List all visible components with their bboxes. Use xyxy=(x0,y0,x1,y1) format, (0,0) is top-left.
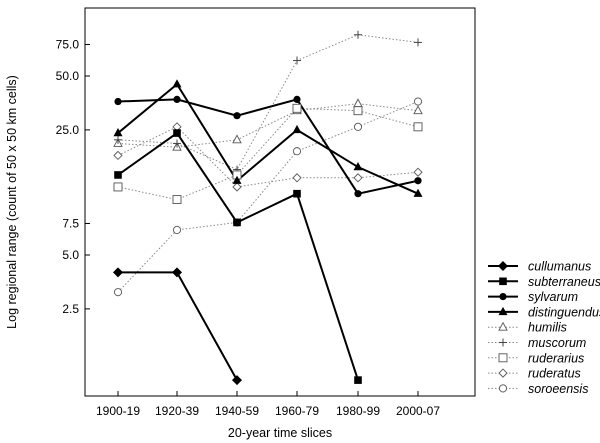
data-point-cullumanus xyxy=(171,267,183,278)
series-line-soroeensis xyxy=(117,101,419,293)
series-line-ruderarius xyxy=(117,107,419,201)
data-point-distinguendus xyxy=(232,175,242,184)
data-point-ruderatus xyxy=(292,173,302,183)
legend-marker-ruderatus xyxy=(498,368,508,378)
legend-marker-sylvarum xyxy=(499,293,507,301)
data-point-muscorum xyxy=(114,135,122,144)
data-point-cullumanus xyxy=(231,375,243,386)
y-tick-label: 2.5 xyxy=(62,302,79,316)
data-point-soroeensis xyxy=(353,122,363,131)
y-axis-title: Log regional range (count of 50 x 50 km … xyxy=(5,75,19,329)
legend-label-cullumanus: cullumanus xyxy=(528,260,591,274)
data-point-distinguendus xyxy=(353,162,363,171)
data-point-distinguendus xyxy=(413,188,423,197)
data-point-soroeensis xyxy=(413,97,423,106)
data-point-muscorum xyxy=(293,56,301,65)
x-tick-label: 1920-39 xyxy=(155,404,199,418)
data-point-sylvarum xyxy=(233,112,241,120)
legend-label-soroeensis: soroeensis xyxy=(528,382,588,396)
x-tick-label: 1900-19 xyxy=(96,404,140,418)
data-point-distinguendus xyxy=(172,79,182,88)
x-tick-label: 1980-99 xyxy=(336,404,380,418)
legend-marker-subterraneus xyxy=(499,277,507,286)
legend-label-ruderarius: ruderarius xyxy=(528,351,584,365)
data-point-subterraneus xyxy=(173,129,181,137)
data-point-sylvarum xyxy=(114,97,122,106)
data-point-subterraneus xyxy=(233,218,241,227)
legend-label-subterraneus: subterraneus xyxy=(528,275,600,289)
legend-label-muscorum: muscorum xyxy=(528,336,586,350)
data-point-soroeensis xyxy=(292,147,302,156)
legend-label-ruderatus: ruderatus xyxy=(528,367,581,381)
data-point-ruderarius xyxy=(413,122,423,132)
legend-marker-humilis xyxy=(498,321,508,331)
data-point-ruderatus xyxy=(353,173,363,183)
legend-marker-muscorum xyxy=(499,338,507,347)
series-line-distinguendus xyxy=(117,82,419,195)
data-point-ruderatus xyxy=(413,167,423,177)
data-point-ruderarius xyxy=(353,106,363,116)
series-line-muscorum xyxy=(117,34,419,171)
data-point-ruderatus xyxy=(232,182,242,192)
legend-label-sylvarum: sylvarum xyxy=(528,290,578,304)
y-tick-label: 25.0 xyxy=(56,123,80,137)
legend-marker-ruderarius xyxy=(498,353,508,363)
series-line-sylvarum xyxy=(117,98,419,195)
y-tick-label: 50.0 xyxy=(56,69,80,83)
x-tick-label: 2000-07 xyxy=(396,404,440,418)
data-point-muscorum xyxy=(414,38,422,47)
data-point-soroeensis xyxy=(113,288,123,297)
x-axis: 1900-19 1920-39 1940-59 1960-79 1980-99 2000-… xyxy=(96,391,440,418)
data-point-sylvarum xyxy=(173,95,181,104)
legend: cullumanussubterraneussylvarumdistinguen… xyxy=(488,260,600,396)
data-point-ruderarius xyxy=(292,103,302,113)
data-point-sylvarum xyxy=(293,95,301,104)
data-point-sylvarum xyxy=(414,177,422,185)
x-tick-label: 1960-79 xyxy=(275,404,319,418)
data-point-humilis xyxy=(232,134,242,144)
data-point-ruderatus xyxy=(113,150,123,161)
data-point-subterraneus xyxy=(114,171,122,179)
data-point-cullumanus xyxy=(112,267,124,278)
y-axis: 2.5 5.0 7.5 25.0 50.0 75.0 xyxy=(56,37,90,316)
legend-label-humilis: humilis xyxy=(528,321,567,335)
data-point-ruderarius xyxy=(113,182,123,192)
data-point-distinguendus xyxy=(113,128,123,137)
legend-marker-soroeensis xyxy=(498,384,508,393)
legend-marker-distinguendus xyxy=(498,306,508,316)
data-point-ruderarius xyxy=(172,195,182,205)
data-point-subterraneus xyxy=(354,376,362,384)
data-point-humilis xyxy=(413,105,423,115)
data-point-subterraneus xyxy=(293,189,301,198)
data-point-muscorum xyxy=(354,30,362,39)
data-point-muscorum xyxy=(173,139,181,148)
x-axis-title: 20-year time slices xyxy=(228,426,332,440)
data-point-distinguendus xyxy=(292,124,302,134)
x-tick-label: 1940-59 xyxy=(215,404,259,418)
series-markers xyxy=(112,30,423,386)
y-tick-label: 7.5 xyxy=(62,216,79,230)
data-point-sylvarum xyxy=(354,190,362,198)
y-tick-label: 75.0 xyxy=(56,37,80,51)
series-line-humilis xyxy=(117,103,419,148)
data-point-soroeensis xyxy=(172,225,182,235)
legend-label-distinguendus: distinguendus xyxy=(528,305,600,319)
legend-marker-cullumanus xyxy=(497,260,509,272)
y-tick-label: 5.0 xyxy=(62,248,79,262)
